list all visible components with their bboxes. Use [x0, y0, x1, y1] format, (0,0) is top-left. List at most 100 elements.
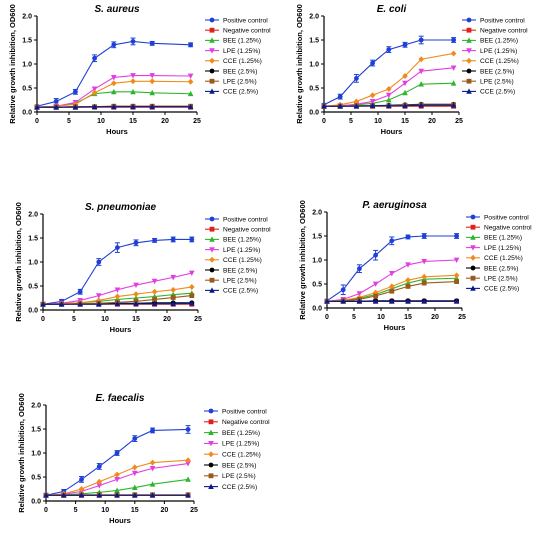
legend-item: CCE (2.5%) — [205, 287, 258, 295]
y-axis-label: Relative growth inhibition, OD600 — [295, 4, 304, 124]
data-point — [96, 293, 102, 299]
y-tick-label: 1.5 — [22, 37, 32, 44]
data-point — [133, 300, 139, 307]
data-point — [170, 274, 176, 281]
legend-marker — [209, 226, 215, 232]
data-point — [149, 89, 155, 96]
data-point — [386, 47, 392, 52]
legend-marker — [466, 78, 472, 84]
y-tick-label: 0.5 — [22, 85, 32, 92]
legend-label: BEE (2.5%) — [484, 265, 518, 272]
x-tick-label: 25 — [455, 118, 463, 125]
data-point — [185, 492, 191, 498]
y-tick-label: 0.5 — [309, 85, 319, 92]
legend-marker — [470, 224, 476, 230]
data-point — [369, 92, 376, 99]
data-point — [454, 233, 459, 239]
legend: Positive control Negative control BEE (1.2… — [466, 214, 532, 293]
data-point — [111, 80, 117, 87]
y-tick-label: 0.5 — [28, 283, 38, 290]
series-0 — [324, 233, 460, 304]
legend-marker — [208, 451, 214, 458]
legend: Positive control Negative control BEE (1.2… — [204, 408, 270, 491]
data-point — [92, 55, 97, 61]
series-0 — [34, 37, 194, 109]
chart-panel-1: E. coli 0.0 0.5 1.0 1.5 2.0 0 5 10 15 20 25 Hours Rel… — [295, 4, 528, 136]
data-point — [151, 288, 158, 295]
data-point — [340, 298, 346, 304]
data-point — [133, 291, 139, 298]
data-point — [185, 427, 191, 432]
data-point — [185, 457, 191, 464]
legend-label: LPE (1.25%) — [484, 245, 521, 252]
series-7 — [321, 102, 457, 109]
y-tick-label: 1.0 — [312, 257, 322, 264]
data-point — [149, 78, 155, 85]
legend-item: LPE (2.5%) — [205, 278, 257, 285]
x-tick-label: 10 — [101, 507, 109, 514]
legend-item: Negative control — [462, 28, 528, 35]
data-point — [373, 293, 378, 299]
data-point — [152, 297, 157, 302]
data-point — [130, 73, 136, 79]
data-point — [453, 272, 460, 279]
legend-marker — [208, 408, 214, 414]
data-point — [96, 478, 103, 485]
data-point — [402, 42, 408, 48]
data-point — [389, 298, 395, 304]
x-tick-label: 10 — [97, 118, 105, 125]
data-point — [132, 470, 138, 477]
data-point — [421, 233, 427, 239]
data-point — [40, 301, 46, 307]
legend-label: LPE (2.5%) — [480, 79, 514, 86]
legend-item: LPE (1.25%) — [205, 48, 260, 55]
y-tick-label: 0.0 — [31, 498, 41, 505]
data-point — [369, 102, 376, 109]
legend-item: LPE (1.25%) — [204, 441, 259, 448]
legend-label: CCE (1.25%) — [480, 58, 519, 65]
legend-label: LPE (2.5%) — [223, 278, 257, 285]
data-point — [421, 298, 427, 304]
legend-item: CCE (1.25%) — [205, 256, 262, 264]
data-point — [133, 240, 139, 246]
x-tick-label: 15 — [132, 316, 140, 323]
data-point — [130, 103, 136, 110]
legend-item: LPE (2.5%) — [462, 79, 514, 86]
data-point — [357, 266, 362, 272]
data-point — [189, 293, 195, 298]
x-tick-label: 0 — [41, 316, 45, 323]
legend-marker — [470, 254, 476, 261]
data-point — [386, 85, 392, 92]
data-point — [91, 103, 98, 110]
legend-item: Negative control — [466, 225, 532, 232]
data-point — [111, 42, 117, 48]
series-7 — [40, 300, 195, 307]
data-point — [450, 80, 457, 86]
legend-marker — [470, 275, 476, 281]
data-point — [389, 238, 395, 244]
legend-marker — [466, 27, 472, 33]
series-7 — [43, 492, 191, 498]
legend-item: BEE (1.25%) — [205, 37, 261, 45]
legend-label: Positive control — [480, 17, 525, 24]
x-tick-label: 5 — [72, 316, 76, 323]
legend-item: BEE (2.5%) — [466, 265, 518, 272]
data-point — [405, 277, 411, 284]
legend-marker — [470, 234, 476, 240]
x-axis-label: Hours — [384, 323, 406, 332]
x-tick-label: 20 — [161, 507, 169, 514]
x-tick-label: 0 — [322, 118, 326, 125]
legend-label: BEE (2.5%) — [223, 68, 257, 75]
legend-item: Positive control — [462, 17, 525, 24]
y-tick-label: 0.0 — [28, 307, 38, 314]
legend-marker — [208, 462, 214, 468]
legend-item: LPE (2.5%) — [466, 276, 518, 283]
data-point — [353, 103, 360, 109]
y-tick-label: 1.5 — [31, 426, 41, 433]
data-point — [149, 103, 155, 110]
legend-marker — [209, 277, 215, 283]
legend-item: BEE (2.5%) — [462, 68, 514, 75]
data-point — [405, 298, 411, 304]
data-point — [96, 483, 103, 489]
